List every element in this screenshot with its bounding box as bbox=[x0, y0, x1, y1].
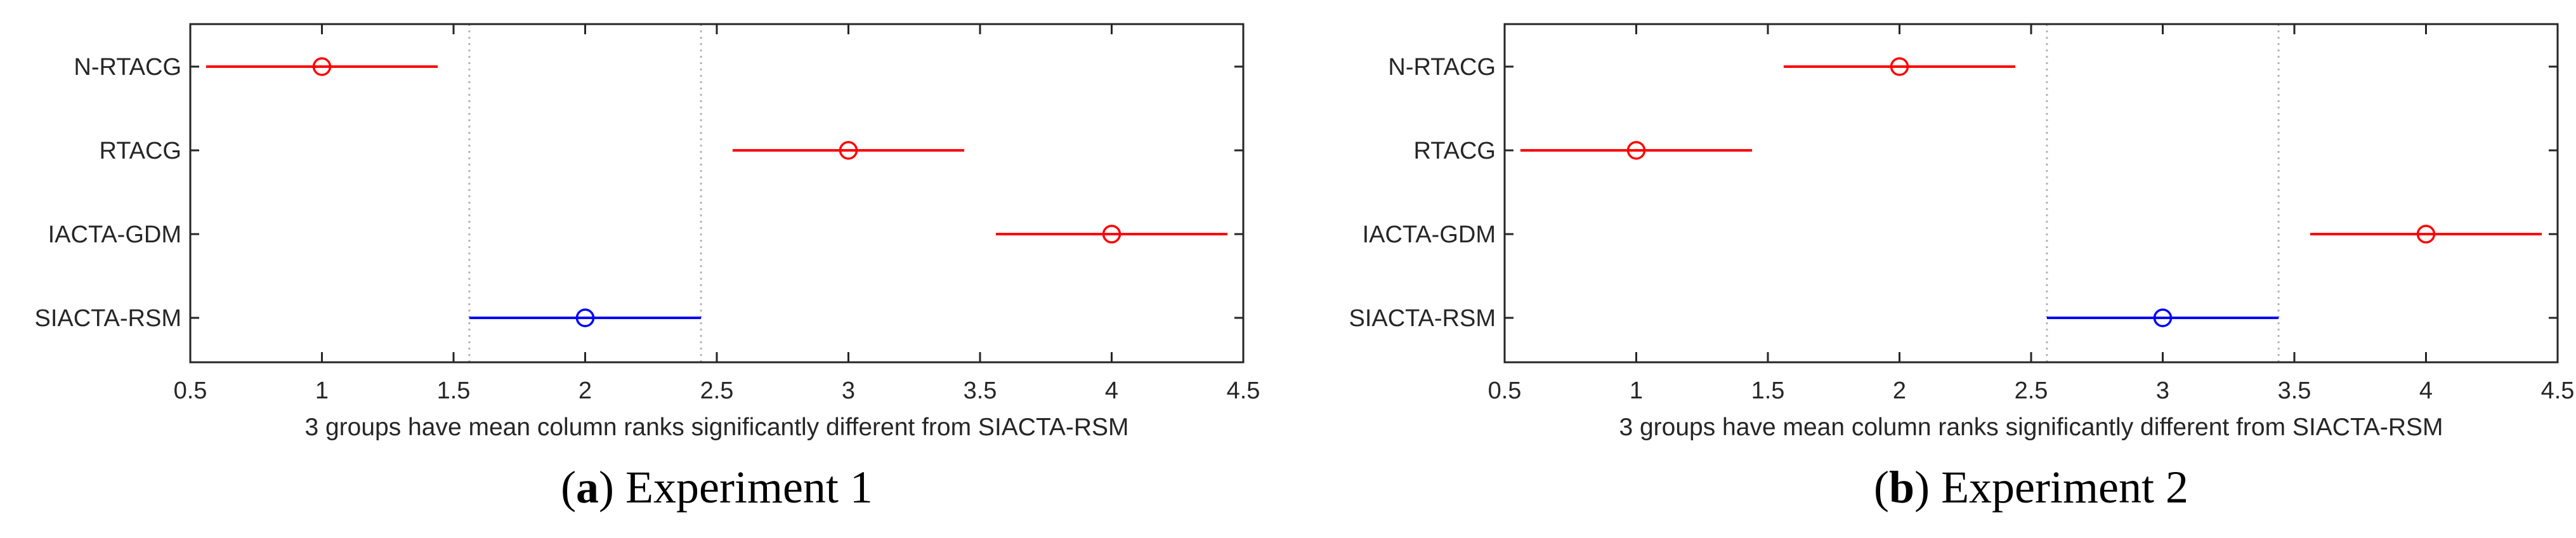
x-tick-label: 3.5 bbox=[964, 377, 997, 404]
x-axis-label: 3 groups have mean column ranks signific… bbox=[304, 414, 1128, 441]
mean-marker-iacta-gdm bbox=[2416, 225, 2436, 244]
mean-marker-siacta-rsm bbox=[575, 308, 595, 327]
x-tick-label: 2 bbox=[579, 377, 592, 404]
x-axis-label: 3 groups have mean column ranks signific… bbox=[1619, 414, 2443, 441]
y-tick-label: RTACG bbox=[1414, 138, 1496, 164]
y-tick-label: RTACG bbox=[100, 138, 182, 164]
x-tick-label: 1 bbox=[315, 377, 329, 404]
caption-title: Experiment 2 bbox=[1941, 462, 2188, 513]
x-tick-label: 1 bbox=[1630, 377, 1643, 404]
x-tick-label: 3 bbox=[2156, 377, 2169, 404]
panel-experiment-2: N-RTACG RTACG IACTA-GDM SIACTA-RSM 0.5 1 1.5 2 2… bbox=[1349, 23, 2575, 513]
caption-letter: b bbox=[1889, 462, 1914, 513]
x-tick-label: 0.5 bbox=[174, 377, 207, 404]
x-tick-label: 4.5 bbox=[1227, 377, 1260, 404]
panel-caption: (a) Experiment 1 bbox=[561, 462, 873, 513]
caption-title: Experiment 1 bbox=[625, 462, 873, 513]
panel-caption: (b) Experiment 2 bbox=[1874, 462, 2188, 513]
x-tick-label: 2.5 bbox=[700, 377, 734, 404]
caption-close-paren: ) bbox=[599, 462, 625, 513]
x-tick-label: 3 bbox=[842, 377, 855, 404]
y-tick-label: IACTA-GDM bbox=[48, 221, 181, 248]
axes-box bbox=[1503, 23, 2559, 364]
mean-marker-iacta-gdm bbox=[1102, 225, 1121, 244]
x-tick-label: 4 bbox=[2419, 377, 2433, 404]
x-tick-label: 3.5 bbox=[2278, 377, 2311, 404]
y-tick-label: SIACTA-RSM bbox=[34, 305, 181, 332]
y-tick-label: N-RTACG bbox=[74, 54, 181, 81]
panel-experiment-1: N-RTACG RTACG IACTA-GDM SIACTA-RSM 0.5 1 1.5 2 2… bbox=[34, 23, 1260, 513]
caption-close-paren: ) bbox=[1914, 462, 1941, 513]
mean-marker-rtacg bbox=[1626, 141, 1646, 160]
caption-letter: a bbox=[576, 462, 599, 513]
caption-open-paren: ( bbox=[561, 462, 576, 513]
y-tick-label: IACTA-GDM bbox=[1363, 221, 1496, 248]
x-tick-label: 1.5 bbox=[1751, 377, 1785, 404]
mean-marker-n-rtacg bbox=[312, 57, 332, 76]
x-tick-label: 1.5 bbox=[437, 377, 471, 404]
axes-box bbox=[189, 23, 1245, 364]
x-tick-label: 0.5 bbox=[1488, 377, 1522, 404]
x-tick-label: 4.5 bbox=[2541, 377, 2575, 404]
x-tick-label: 2 bbox=[1893, 377, 1906, 404]
y-tick-label: SIACTA-RSM bbox=[1349, 305, 1496, 332]
x-tick-label: 4 bbox=[1105, 377, 1118, 404]
x-tick-label: 2.5 bbox=[2015, 377, 2048, 404]
mean-marker-n-rtacg bbox=[1890, 57, 1909, 76]
y-tick-label: N-RTACG bbox=[1388, 54, 1496, 81]
mean-marker-rtacg bbox=[839, 141, 858, 160]
caption-open-paren: ( bbox=[1874, 462, 1889, 513]
mean-marker-siacta-rsm bbox=[2153, 308, 2173, 327]
